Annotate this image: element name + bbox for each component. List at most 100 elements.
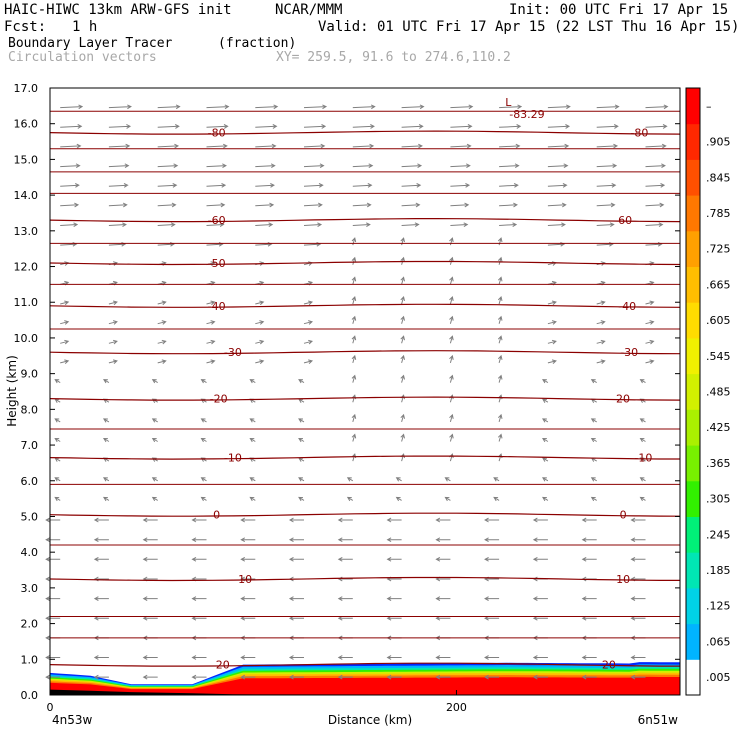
wind-vector bbox=[249, 477, 256, 482]
wind-vector bbox=[240, 674, 256, 680]
wind-vector bbox=[484, 517, 500, 523]
wind-vector bbox=[191, 596, 207, 601]
contour-label: -40 bbox=[618, 300, 636, 313]
wind-vector bbox=[435, 655, 451, 660]
temperature-contour bbox=[49, 218, 681, 223]
low-center-marker: L-83.29 bbox=[505, 96, 544, 121]
wind-vector bbox=[630, 537, 646, 543]
wind-vector bbox=[298, 496, 305, 502]
wind-vector bbox=[499, 124, 522, 129]
wind-vector bbox=[249, 418, 256, 423]
colorbar-swatch bbox=[686, 373, 700, 410]
wind-vector bbox=[351, 335, 357, 344]
wind-vector bbox=[596, 202, 616, 208]
wind-vector bbox=[102, 477, 110, 482]
wind-vector bbox=[401, 143, 423, 149]
fcst-value: 1 h bbox=[72, 19, 98, 35]
wind-vector bbox=[191, 655, 207, 660]
wind-vector bbox=[157, 222, 176, 228]
contour-label: -10 bbox=[224, 452, 242, 465]
wind-vector bbox=[581, 517, 597, 523]
wind-vector bbox=[255, 222, 274, 228]
wind-vector bbox=[484, 556, 500, 562]
wind-vector bbox=[400, 335, 405, 344]
colorbar-label: .245 bbox=[706, 528, 731, 541]
wind-vector bbox=[337, 537, 353, 543]
wind-vector bbox=[255, 104, 279, 110]
wind-vector bbox=[54, 379, 61, 384]
wind-vector bbox=[54, 418, 61, 423]
wind-vector bbox=[108, 320, 118, 325]
wind-vector bbox=[255, 359, 265, 364]
wind-vector bbox=[450, 124, 473, 129]
wind-vector bbox=[645, 359, 655, 364]
wind-vector bbox=[142, 596, 158, 601]
temperature-contours: 20 20 10 10 0 0 -10 -10 -20 -20 -30 -30 -40 -40 -50 -60… bbox=[49, 110, 681, 672]
wind-vector bbox=[639, 496, 646, 502]
wind-vector bbox=[645, 124, 668, 129]
wind-vector bbox=[206, 359, 216, 364]
wind-vector bbox=[401, 202, 421, 208]
fcst-label: Fcst: bbox=[4, 19, 47, 35]
wind-vector bbox=[645, 183, 666, 188]
wind-vector bbox=[499, 222, 518, 228]
wind-vector bbox=[191, 556, 207, 562]
init-time: Init: 00 UTC Fri 17 Apr 15 bbox=[509, 2, 729, 18]
wind-vector bbox=[581, 674, 597, 680]
wind-vector bbox=[102, 418, 110, 423]
wind-vector bbox=[590, 496, 597, 502]
wind-vector bbox=[337, 596, 353, 601]
wind-vector bbox=[142, 517, 158, 523]
wind-vector bbox=[352, 124, 375, 129]
colorbar-swatch bbox=[686, 516, 700, 553]
wind-vector bbox=[386, 556, 402, 562]
y-tick-label: 15.0 bbox=[14, 153, 39, 166]
colorbar-label: .485 bbox=[706, 386, 731, 399]
wind-vector bbox=[484, 674, 500, 680]
y-tick-label: 16.0 bbox=[14, 118, 39, 131]
colorbar-label: .605 bbox=[706, 314, 731, 327]
wind-vector bbox=[499, 183, 519, 188]
wind-vector bbox=[142, 556, 158, 562]
wind-vector bbox=[206, 202, 226, 208]
wind-vector bbox=[400, 295, 405, 305]
wind-vector bbox=[444, 496, 451, 502]
wind-vector bbox=[303, 163, 325, 169]
wind-vector bbox=[547, 339, 557, 345]
wind-vector bbox=[93, 655, 109, 660]
circulation-vectors bbox=[45, 104, 669, 680]
wind-vector bbox=[60, 183, 80, 188]
colorbar-swatch bbox=[686, 480, 700, 517]
y-tick-label: 8.0 bbox=[21, 403, 39, 416]
wind-vector bbox=[298, 398, 305, 403]
colorbar-swatch bbox=[686, 552, 700, 589]
wind-vector bbox=[102, 496, 110, 502]
wind-vector bbox=[444, 477, 451, 482]
wind-vector bbox=[157, 104, 181, 110]
wind-vector bbox=[484, 655, 500, 660]
wind-vector bbox=[645, 300, 655, 306]
wind-vector bbox=[499, 202, 518, 208]
wind-vector bbox=[102, 379, 110, 384]
wind-vector bbox=[596, 339, 606, 345]
wind-vector bbox=[337, 655, 353, 660]
wind-vector bbox=[497, 295, 503, 305]
wind-vector bbox=[596, 143, 619, 149]
colorbar-label: .665 bbox=[706, 278, 731, 291]
wind-vector bbox=[351, 394, 357, 403]
wind-vector bbox=[337, 556, 353, 562]
wind-vector bbox=[590, 379, 597, 384]
wind-vector bbox=[450, 183, 471, 188]
colorbar-label: .065 bbox=[706, 635, 731, 648]
wind-vector bbox=[157, 143, 180, 149]
wind-vector bbox=[484, 537, 500, 543]
wind-vector bbox=[108, 300, 118, 306]
wind-vector bbox=[288, 556, 304, 562]
wind-vector bbox=[351, 374, 357, 383]
wind-vector bbox=[93, 674, 109, 680]
colorbar-label: .905 bbox=[706, 136, 731, 149]
contour-label: -50 bbox=[208, 257, 226, 270]
wind-vector bbox=[352, 143, 375, 149]
wind-vector bbox=[200, 418, 207, 423]
tracer-band bbox=[50, 676, 680, 695]
